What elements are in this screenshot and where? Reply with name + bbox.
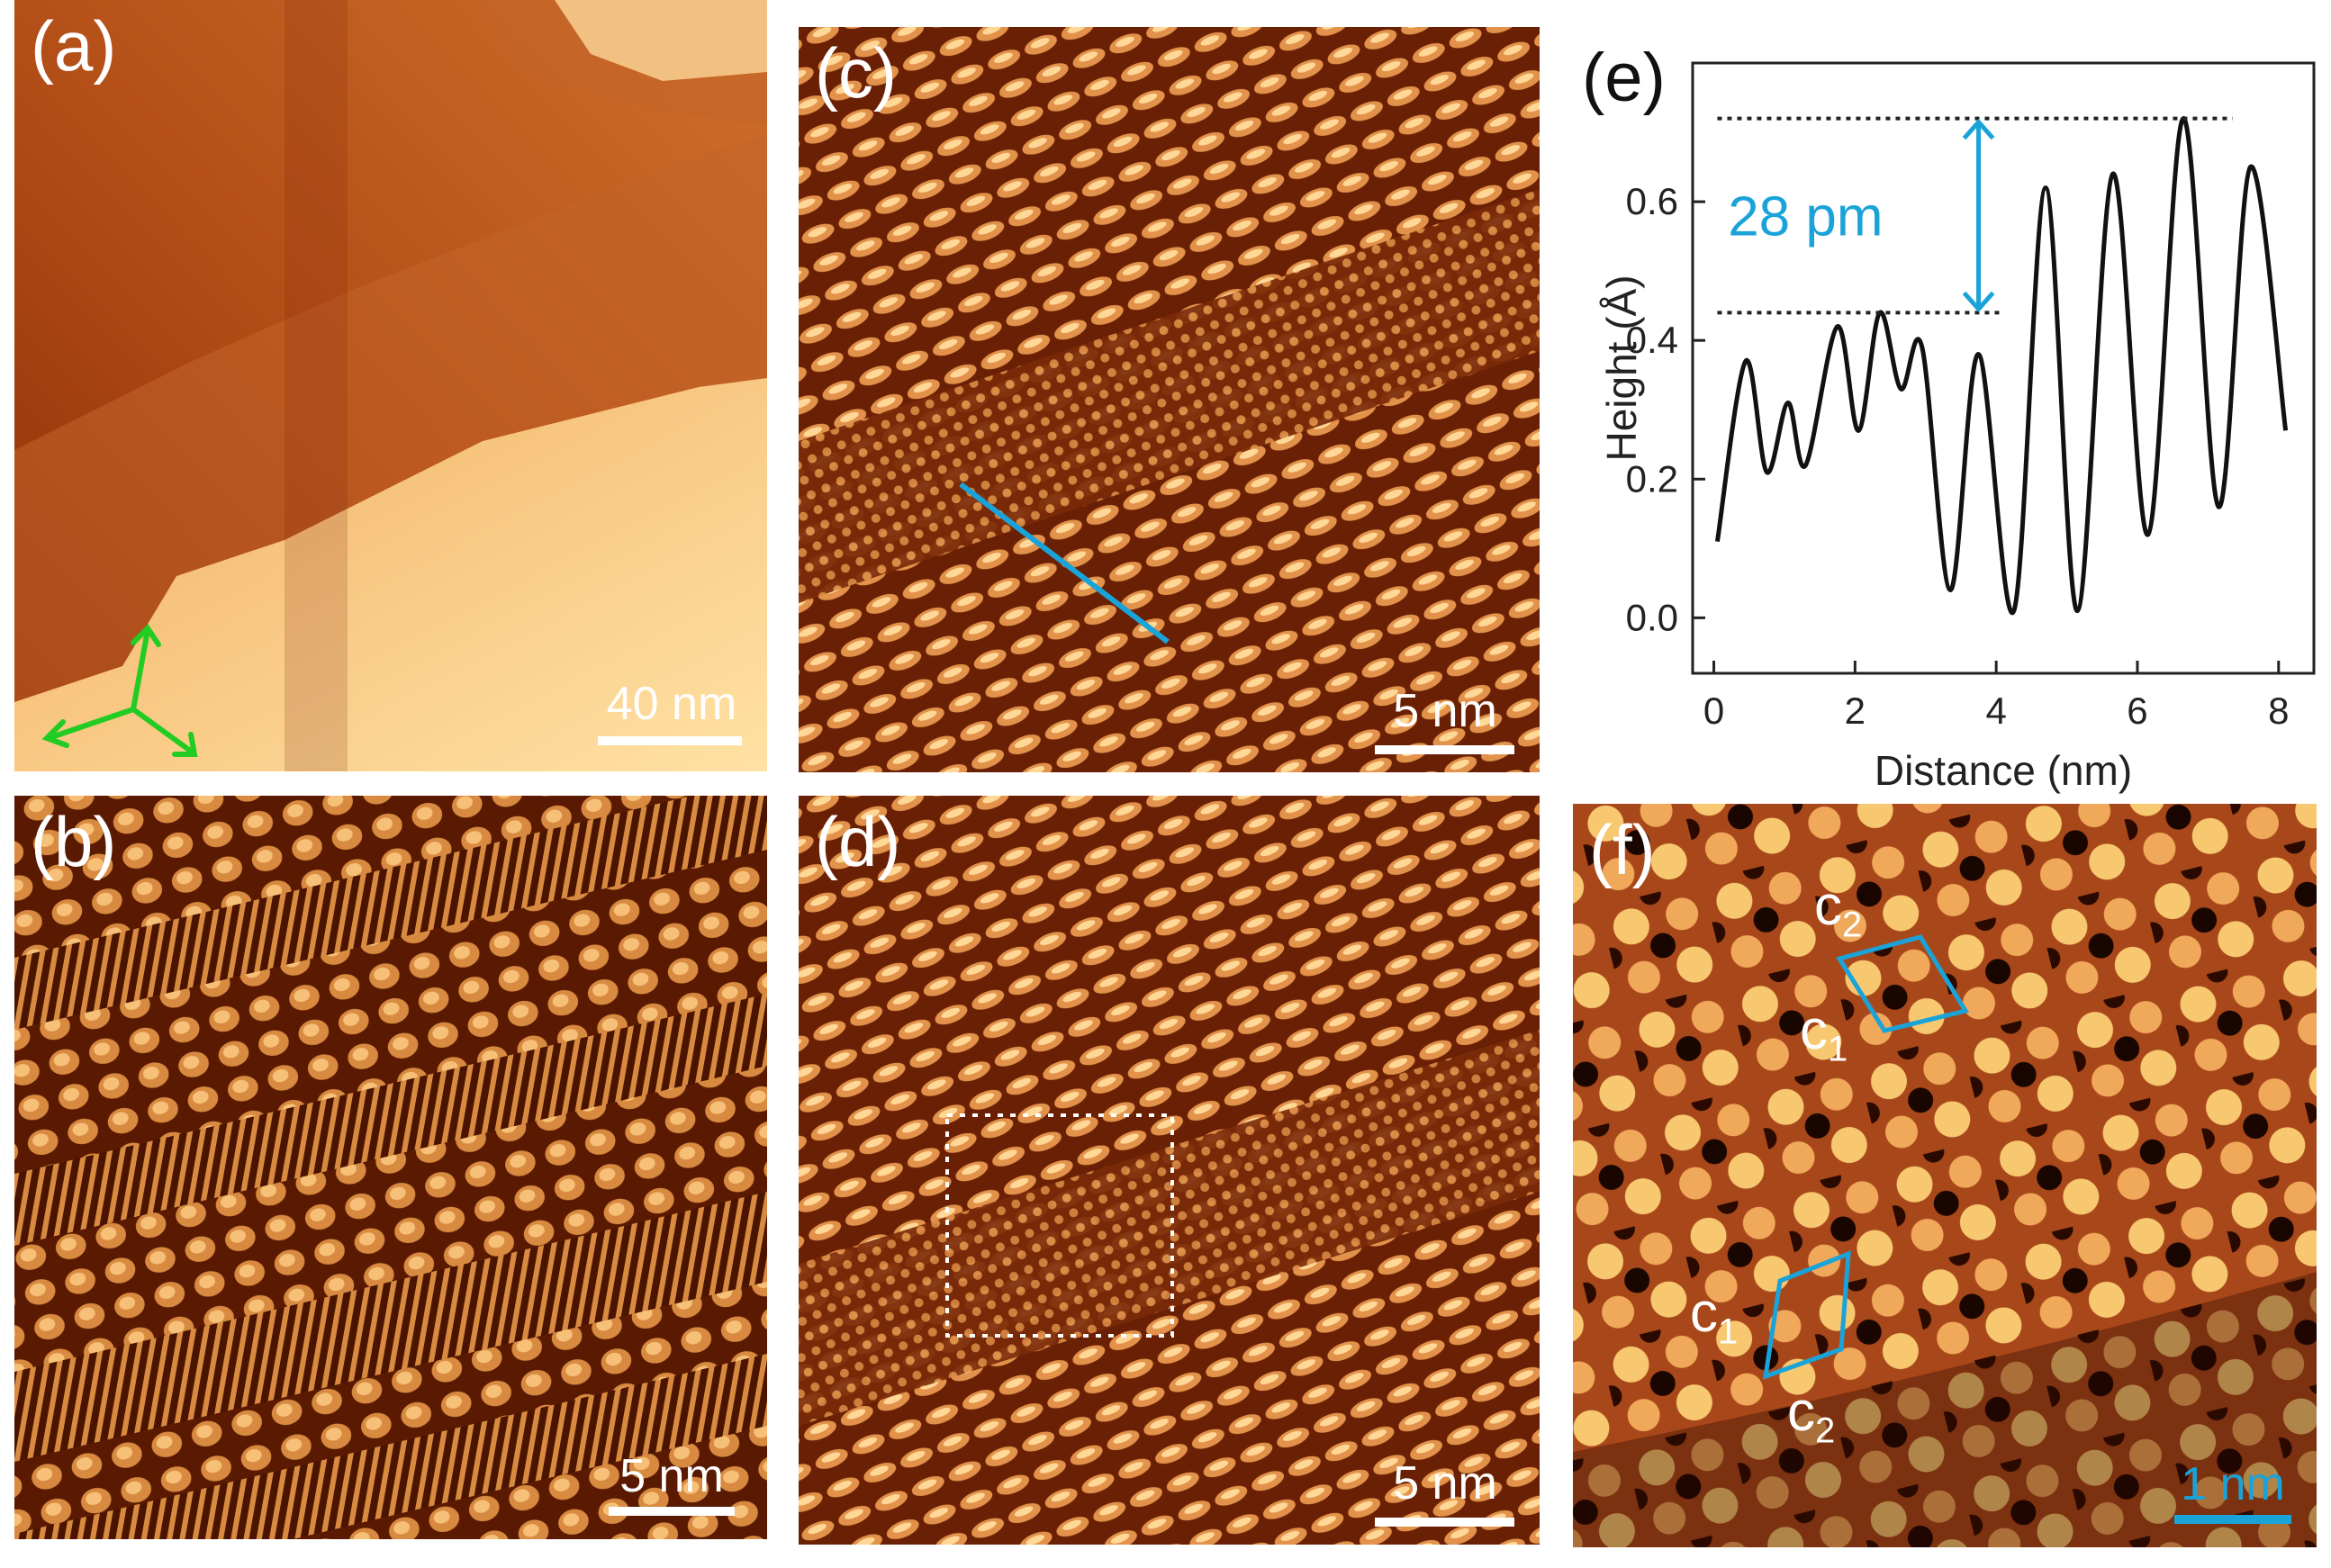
panel-label-b: (b)	[31, 802, 117, 881]
unit-cell-bottom	[1762, 1250, 1851, 1380]
y-tick-label: 0.0	[1626, 596, 1678, 638]
height-difference-label: 28 pm	[1728, 186, 1883, 248]
arrow-head-down	[1962, 291, 1995, 313]
scale-text-d: 5 nm	[1393, 1457, 1497, 1509]
scale-bar-b	[609, 1507, 735, 1516]
panel-f: (f) c2 c1 c1 c2 1 nm	[1573, 804, 2317, 1547]
afm-image-f	[1573, 804, 2317, 1547]
scale-text-c: 5 nm	[1393, 685, 1497, 737]
x-tick-label: 4	[1985, 689, 2006, 732]
x-tick-label: 6	[2127, 689, 2147, 732]
label-c1-top: c1	[1800, 999, 1848, 1069]
arrow-head-up	[1962, 118, 1995, 140]
x-tick-label: 0	[1703, 689, 1724, 732]
scale-bar-f	[2174, 1515, 2291, 1524]
x-tick-label: 8	[2268, 689, 2289, 732]
x-axis-label: Distance (nm)	[1875, 747, 2132, 794]
panel-label-d: (d)	[815, 802, 901, 881]
panel-label-f: (f)	[1589, 810, 1656, 889]
scale-text-a: 40 nm	[606, 678, 737, 730]
panel-d: (d) 5 nm	[799, 796, 1540, 1545]
afm-image-c	[799, 27, 1540, 772]
panel-label-c: (c)	[815, 33, 897, 113]
crystal-axes-arrows	[41, 624, 198, 757]
plot-frame	[1691, 61, 2316, 675]
y-axis-label: Height (Å)	[1598, 275, 1645, 461]
series-line-profile	[1714, 116, 2289, 616]
panel-c: (c) 5 nm	[799, 27, 1540, 772]
profile-line	[959, 482, 1170, 644]
label-c2-bottom: c2	[1787, 1381, 1836, 1451]
x-tick-label: 2	[1845, 689, 1866, 732]
scale-text-f: 1 nm	[2181, 1458, 2285, 1510]
y-tick-label: 0.2	[1626, 457, 1678, 500]
panel-b: (b) 5 nm	[14, 796, 767, 1539]
scale-bar-c	[1375, 745, 1514, 754]
label-c1-bottom: c1	[1690, 1282, 1739, 1352]
afm-image-d	[799, 796, 1540, 1545]
chart-e: (e) 0 2 4 6 8 0.0 0.2 0.4 0.6 28 pm Distance (nm…	[1582, 40, 2316, 794]
zoom-region-box	[945, 1113, 1174, 1338]
panel-label-a: (a)	[31, 6, 117, 86]
chart-title: (e)	[1582, 40, 1666, 116]
height-difference-arrow	[1962, 118, 1995, 313]
afm-image-b	[14, 796, 767, 1539]
label-c2-top: c2	[1814, 875, 1863, 945]
y-tick-label: 0.6	[1626, 180, 1678, 222]
y-tick-label: 0.4	[1626, 319, 1678, 361]
scale-bar-d	[1375, 1518, 1514, 1527]
unit-cell-top	[1836, 934, 1969, 1033]
scale-text-b: 5 nm	[619, 1450, 724, 1502]
panel-a: (a) 40 nm	[14, 0, 767, 771]
afm-image-a	[14, 0, 767, 771]
scale-bar-a	[598, 736, 742, 745]
